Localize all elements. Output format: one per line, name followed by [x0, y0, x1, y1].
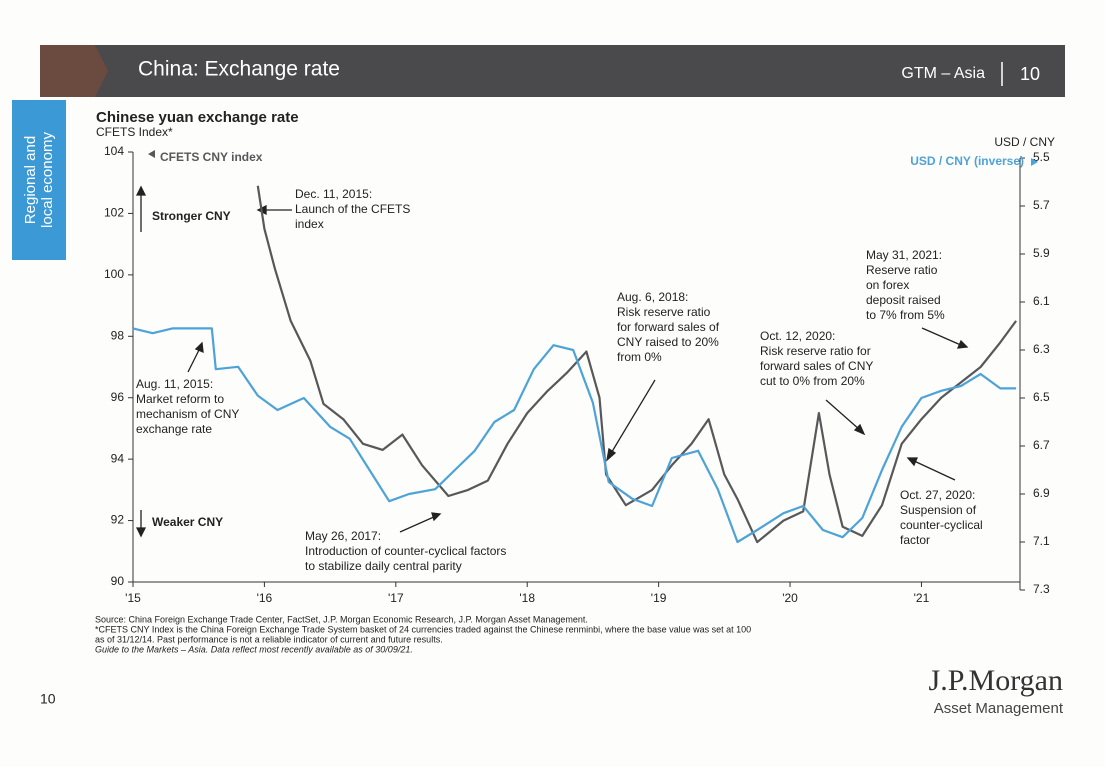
annotation: Weaker CNY [152, 515, 223, 529]
header-bar [40, 45, 1065, 97]
y2-axis-label: USD / CNY [994, 135, 1055, 149]
x-tick-label: '19 [651, 591, 667, 605]
y-tick-label: 98 [111, 328, 125, 342]
annotation: counter-cyclical [900, 518, 983, 532]
series-line [132, 327, 1017, 544]
legend-marker [1031, 158, 1038, 166]
annotation: mechanism of CNY [136, 407, 239, 421]
x-tick-label: '17 [388, 591, 404, 605]
annotation: index [295, 217, 324, 231]
annotation: to 7% from 5% [866, 308, 945, 322]
annotation: Oct. 27, 2020: [900, 488, 975, 502]
footnote: as of 31/12/14. Past performance is not … [95, 634, 443, 644]
x-tick-label: '18 [519, 591, 535, 605]
y2-tick-label: 6.5 [1033, 390, 1050, 404]
page-number: 10 [40, 691, 56, 707]
annotation: factor [900, 533, 930, 547]
side-tab-text: Regional and [22, 136, 39, 224]
y2-tick-label: 7.1 [1033, 534, 1050, 548]
annotation: forward sales of CNY [760, 359, 873, 373]
annotation: Oct. 12, 2020: [760, 329, 835, 343]
annotation: Risk reserve ratio for [760, 344, 871, 358]
chart-subtitle: CFETS Index* [96, 125, 173, 139]
annotation: Dec. 11, 2015: [295, 187, 372, 201]
annotation: Stronger CNY [152, 209, 231, 223]
footnote: *CFETS CNY Index is the China Foreign Ex… [95, 624, 751, 634]
y-tick-label: 94 [111, 451, 125, 465]
y2-tick-label: 6.1 [1033, 294, 1050, 308]
annotation: Reserve ratio [866, 263, 938, 277]
y2-tick-label: 7.3 [1033, 582, 1050, 596]
y-tick-label: 96 [111, 390, 125, 404]
annotation: Suspension of [900, 503, 977, 517]
legend-label: USD / CNY (inverse) [910, 154, 1024, 168]
header-section: GTM – Asia [901, 65, 985, 82]
side-tab-text: local economy [39, 132, 56, 228]
y2-tick-label: 5.5 [1033, 150, 1050, 164]
annotation: Aug. 6, 2018: [617, 290, 688, 304]
y2-tick-label: 5.9 [1033, 246, 1050, 260]
series-line [256, 185, 1017, 544]
y-tick-label: 104 [104, 144, 124, 158]
y-tick-label: 92 [111, 513, 125, 527]
annotation-arrows [135, 185, 969, 538]
side-tab [12, 100, 66, 260]
annotation: Introduction of counter-cyclical factors [305, 544, 506, 558]
logo-sub: Asset Management [934, 700, 1064, 717]
annotation: CNY raised to 20% [617, 335, 719, 349]
y2-tick-label: 6.9 [1033, 486, 1050, 500]
annotation: from 0% [617, 350, 662, 364]
annotation: for forward sales of [617, 320, 720, 334]
legend-marker [148, 150, 155, 158]
annotation: Market reform to [136, 392, 224, 406]
annotation: deposit raised [866, 293, 941, 307]
annotation: to stabilize daily central parity [305, 559, 462, 573]
header-title: China: Exchange rate [138, 58, 340, 81]
header-page: 10 [1020, 64, 1040, 84]
annotation: May 31, 2021: [866, 248, 942, 262]
y2-tick-label: 6.3 [1033, 342, 1050, 356]
footnote: Guide to the Markets – Asia. Data reflec… [95, 644, 413, 654]
y-tick-label: 100 [104, 267, 124, 281]
x-tick-label: '21 [914, 591, 930, 605]
logo-name: J.P.Morgan [929, 664, 1063, 697]
annotation: May 26, 2017: [305, 529, 381, 543]
annotation: exchange rate [136, 422, 212, 436]
annotation: on forex [866, 278, 909, 292]
x-tick-label: '20 [782, 591, 798, 605]
y2-tick-label: 5.7 [1033, 198, 1050, 212]
annotation: Risk reserve ratio [617, 305, 711, 319]
annotation: Launch of the CFETS [295, 202, 410, 216]
y-tick-label: 102 [104, 206, 124, 220]
y2-tick-label: 6.7 [1033, 438, 1050, 452]
footnote: Source: China Foreign Exchange Trade Cen… [95, 614, 588, 624]
chart-title: Chinese yuan exchange rate [96, 109, 299, 126]
x-tick-label: '15 [125, 591, 141, 605]
header-chevron [40, 45, 108, 97]
legend-label: CFETS CNY index [160, 150, 263, 164]
annotation: cut to 0% from 20% [760, 374, 865, 388]
y-tick-label: 90 [111, 574, 125, 588]
x-tick-label: '16 [257, 591, 273, 605]
annotation: Aug. 11, 2015: [136, 377, 213, 391]
